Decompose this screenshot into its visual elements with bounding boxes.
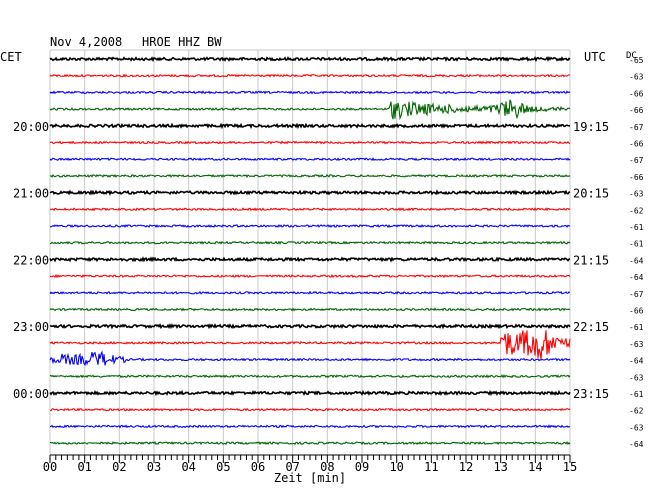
seismic-traces (49, 56, 571, 446)
seismic-trace-18 (49, 350, 571, 367)
seismic-trace-6 (49, 157, 571, 162)
utc-label: UTC (584, 50, 606, 64)
dc-offset-label: -63 (629, 373, 644, 382)
x-tick-label: 12 (459, 460, 473, 474)
seismic-trace-15 (49, 307, 571, 312)
dc-offset-label: -63 (629, 340, 644, 349)
dc-offset-label: -63 (629, 73, 644, 82)
dc-offset-label: -64 (629, 440, 644, 449)
dc-offset-label: -63 (629, 190, 644, 199)
seismic-trace-21 (49, 407, 571, 412)
seismic-trace-20 (49, 389, 571, 397)
cet-time-label: 21:00 (13, 187, 49, 201)
dc-offset-label: -62 (629, 407, 644, 416)
x-tick-label: 07 (285, 460, 299, 474)
cet-label: CET (0, 50, 22, 64)
seismic-trace-9 (49, 207, 571, 212)
x-tick-label: 14 (528, 460, 542, 474)
seismic-trace-2 (49, 90, 571, 95)
x-tick-label: 01 (77, 460, 91, 474)
seismic-trace-11 (49, 240, 571, 245)
cet-time-label: 22:00 (13, 253, 49, 267)
dc-offset-label: -67 (629, 290, 644, 299)
dc-offset-label: -62 (629, 206, 644, 215)
x-tick-label: 10 (389, 460, 403, 474)
cet-time-label: 00:00 (13, 387, 49, 401)
x-axis-label: Zeit [min] (274, 471, 346, 485)
dc-offset-label: -61 (629, 390, 644, 399)
cet-time-label: 20:00 (13, 120, 49, 134)
cet-time-label: 23:00 (13, 320, 49, 334)
seismic-trace-3 (49, 99, 571, 121)
utc-time-label: 20:15 (573, 187, 609, 201)
dc-offset-label: -66 (629, 89, 644, 98)
seismic-trace-4 (49, 122, 571, 130)
seismic-trace-14 (49, 290, 571, 295)
labels: Nov 4,2008 HROE HHZ BW CET UTC DC Zeit [… (0, 35, 644, 485)
dc-label: DC (626, 51, 637, 61)
seismic-trace-17 (49, 330, 571, 360)
x-tick-label: 04 (181, 460, 195, 474)
x-tick-label: 05 (216, 460, 230, 474)
dc-offset-label: -66 (629, 307, 644, 316)
x-tick-label: 03 (147, 460, 161, 474)
utc-time-label: 23:15 (573, 387, 609, 401)
dc-offset-label: -61 (629, 323, 644, 332)
dc-offset-label: -67 (629, 123, 644, 132)
utc-time-label: 21:15 (573, 253, 609, 267)
dc-offset-label: -64 (629, 256, 644, 265)
x-tick-label: 02 (112, 460, 126, 474)
utc-time-label: 19:15 (573, 120, 609, 134)
dc-offset-label: -66 (629, 173, 644, 182)
seismic-trace-7 (49, 173, 571, 178)
x-tick-label: 15 (563, 460, 577, 474)
x-tick-label: 13 (493, 460, 507, 474)
seismic-trace-10 (50, 224, 571, 229)
x-tick-label: 00 (43, 460, 57, 474)
seismic-trace-5 (49, 140, 571, 145)
dc-offset-label: -64 (629, 357, 644, 366)
utc-time-label: 22:15 (573, 320, 609, 334)
dc-offset-label: -65 (629, 56, 644, 65)
seismic-trace-23 (49, 441, 571, 446)
seismic-trace-0 (49, 56, 571, 63)
dc-offset-label: -61 (629, 223, 644, 232)
seismic-trace-22 (49, 424, 571, 429)
seismic-trace-1 (49, 73, 571, 78)
x-tick-label: 08 (320, 460, 334, 474)
seismic-trace-19 (49, 374, 571, 379)
x-tick-label: 06 (251, 460, 265, 474)
grid-lines (49, 49, 571, 463)
seismic-trace-12 (49, 256, 571, 263)
seismic-trace-13 (49, 273, 571, 279)
dc-offset-label: -63 (629, 423, 644, 432)
date-title: Nov 4,2008 (50, 35, 122, 49)
x-tick-label: 09 (355, 460, 369, 474)
dc-offset-label: -66 (629, 140, 644, 149)
dc-offset-label: -66 (629, 106, 644, 115)
x-tick-label: 11 (424, 460, 438, 474)
seismic-trace-8 (49, 189, 571, 196)
dc-offset-label: -61 (629, 240, 644, 249)
seismic-trace-16 (49, 323, 571, 330)
dc-offset-label: -67 (629, 156, 644, 165)
dc-offset-label: -64 (629, 273, 644, 282)
station-title: HROE HHZ BW (142, 35, 222, 49)
